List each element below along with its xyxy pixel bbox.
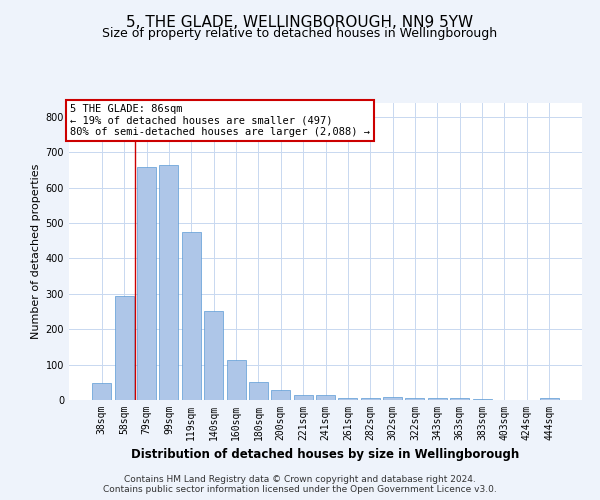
Bar [406,398,424,400]
Y-axis label: Number of detached properties: Number of detached properties [31,164,41,339]
Bar [182,232,201,400]
Bar [338,398,358,400]
Text: 5 THE GLADE: 86sqm
← 19% of detached houses are smaller (497)
80% of semi-detach: 5 THE GLADE: 86sqm ← 19% of detached hou… [70,104,370,137]
Text: Contains HM Land Registry data © Crown copyright and database right 2024.
Contai: Contains HM Land Registry data © Crown c… [103,474,497,494]
Bar [539,398,559,400]
Text: Size of property relative to detached houses in Wellingborough: Size of property relative to detached ho… [103,28,497,40]
Text: 5, THE GLADE, WELLINGBOROUGH, NN9 5YW: 5, THE GLADE, WELLINGBOROUGH, NN9 5YW [127,15,473,30]
Bar [249,382,268,400]
Bar [293,394,313,400]
Bar [227,360,245,400]
Bar [383,397,402,400]
Bar [137,167,156,400]
Bar [160,165,178,400]
Bar [316,395,335,400]
Bar [428,398,447,400]
Bar [473,398,491,400]
Bar [115,296,134,400]
Bar [271,390,290,400]
Bar [92,383,112,400]
Bar [204,312,223,400]
Bar [361,398,380,400]
Bar [450,398,469,400]
X-axis label: Distribution of detached houses by size in Wellingborough: Distribution of detached houses by size … [131,448,520,462]
